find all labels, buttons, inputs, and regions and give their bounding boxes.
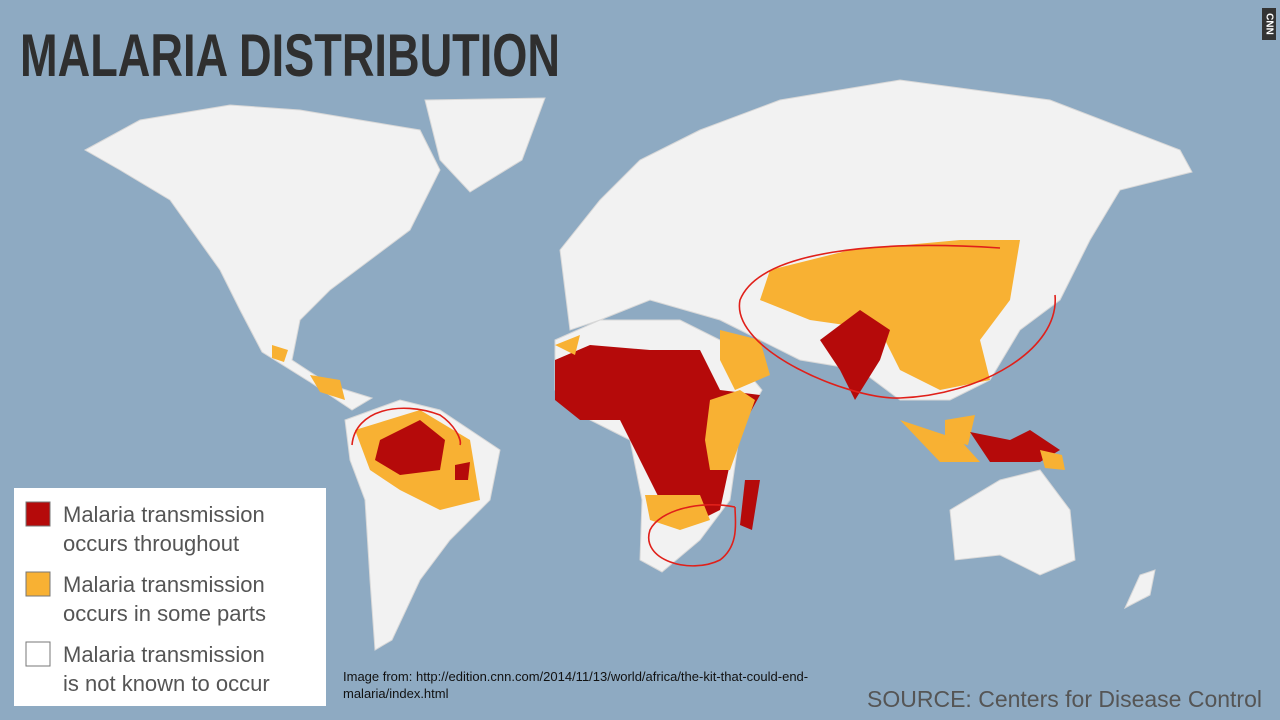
- legend-label: is not known to occur: [63, 671, 270, 696]
- area-some: [760, 240, 1020, 390]
- legend-box: [14, 488, 326, 706]
- transmission-areas: [272, 240, 1065, 530]
- greenland: [424, 97, 546, 193]
- credit-line: Image from: http://edition.cnn.com/2014/…: [343, 669, 808, 684]
- legend-swatch: [25, 501, 51, 527]
- legend-label: Malaria transmission: [63, 502, 265, 527]
- source: SOURCE: Centers for Disease Control: [867, 686, 1262, 712]
- area-some: [945, 415, 975, 445]
- area-some: [705, 390, 755, 470]
- area-some: [1040, 450, 1065, 470]
- area-throughout: [970, 430, 1060, 462]
- area-some: [900, 420, 980, 462]
- area-throughout: [555, 345, 760, 520]
- legend-swatch: [25, 571, 51, 597]
- logo-box: [1262, 8, 1276, 40]
- area-some: [555, 335, 580, 355]
- australia: [949, 469, 1076, 576]
- legend-label: occurs in some parts: [63, 601, 266, 626]
- hand-annotations: [351, 244, 1056, 567]
- annotation-ring: [647, 503, 737, 567]
- annotation-ring: [738, 244, 1056, 399]
- north-america: [83, 104, 441, 411]
- area-some: [720, 330, 770, 390]
- area-some: [272, 345, 288, 362]
- area-throughout: [820, 310, 890, 400]
- new-zealand: [1123, 569, 1156, 610]
- legend-label: Malaria transmission: [63, 642, 265, 667]
- legend: Malaria transmission occurs throughout Mal…: [25, 501, 270, 696]
- area-some: [645, 495, 710, 530]
- area-throughout: [740, 480, 760, 530]
- credit-line: malaria/index.html: [343, 686, 449, 701]
- annotation-ring: [351, 407, 462, 446]
- area-some: [310, 375, 345, 400]
- logo: CNN: [1263, 13, 1274, 35]
- area-throughout: [455, 462, 470, 480]
- area-throughout: [375, 420, 445, 475]
- legend-label: occurs throughout: [63, 531, 239, 556]
- legend-swatch: [25, 641, 51, 667]
- legend-label: Malaria transmission: [63, 572, 265, 597]
- map-title: MALARIA DISTRIBUTION: [20, 22, 560, 89]
